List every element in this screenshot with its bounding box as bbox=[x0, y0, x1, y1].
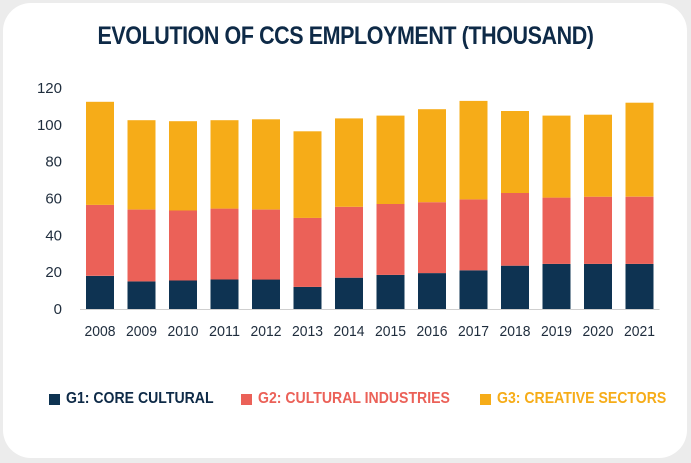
bar-2015-g2 bbox=[376, 204, 405, 275]
bar-2010-g2 bbox=[169, 210, 197, 281]
bar-2011-g1 bbox=[210, 279, 239, 309]
bar-2018-g2 bbox=[501, 193, 529, 266]
legend-label: G1: CORE CULTURAL bbox=[66, 390, 214, 407]
chart-title: EVOLUTION OF CCS EMPLOYMENT (THOUSAND) bbox=[97, 22, 594, 50]
legend-swatch bbox=[241, 393, 252, 405]
bar-2011-g3 bbox=[210, 120, 239, 209]
bar-2017-g2 bbox=[459, 199, 488, 271]
bar-2019-g3 bbox=[542, 115, 571, 198]
bar-2013-g1 bbox=[293, 286, 322, 309]
x-tick-label: 2020 bbox=[583, 323, 614, 340]
legend-item-g3: G3: CREATIVE SECTORS bbox=[480, 390, 689, 408]
bar-2020-g1 bbox=[584, 263, 612, 309]
legend-item-g1: G1: CORE CULTURAL bbox=[49, 390, 234, 408]
x-tick-label: 2009 bbox=[126, 323, 157, 340]
bar-2009-g3 bbox=[127, 120, 156, 210]
bar-2019-g1 bbox=[542, 263, 571, 309]
y-tick-label: 60 bbox=[45, 191, 62, 208]
legend-item-g2: G2: CULTURAL INDUSTRIES bbox=[241, 390, 476, 408]
y-tick-label: 20 bbox=[45, 264, 62, 281]
bar-2009-g2 bbox=[127, 209, 156, 282]
bar-2014-g2 bbox=[335, 206, 363, 278]
bar-2008-g1 bbox=[86, 275, 114, 309]
bars-group bbox=[86, 100, 654, 309]
bar-2014-g3 bbox=[335, 118, 363, 207]
bar-2010-g1 bbox=[169, 280, 197, 309]
bar-2018-g1 bbox=[501, 265, 529, 309]
x-tick-label: 2017 bbox=[458, 323, 489, 340]
bar-2013-g2 bbox=[293, 217, 322, 287]
bar-2021-g2 bbox=[625, 196, 654, 264]
bar-2017-g3 bbox=[459, 100, 488, 200]
x-tick-label: 2016 bbox=[417, 323, 448, 340]
legend-swatch bbox=[480, 393, 491, 405]
bar-2016-g3 bbox=[418, 109, 446, 203]
bar-2020-g3 bbox=[584, 114, 612, 197]
x-tick-label: 2013 bbox=[292, 323, 323, 340]
legend: G1: CORE CULTURAL G2: CULTURAL INDUSTRIES… bbox=[0, 390, 691, 414]
bar-2014-g1 bbox=[335, 277, 363, 309]
legend-label: G3: CREATIVE SECTORS bbox=[497, 390, 667, 407]
bar-2011-g2 bbox=[210, 208, 239, 280]
bar-2013-g3 bbox=[293, 131, 322, 218]
y-tick-label: 40 bbox=[45, 227, 62, 244]
bar-2012-g2 bbox=[252, 209, 280, 280]
bar-2019-g2 bbox=[542, 197, 571, 264]
x-tick-label: 2011 bbox=[209, 323, 240, 340]
bar-2015-g3 bbox=[376, 115, 405, 204]
x-axis-ticks: 2008 2009 2010 2011 2012 2013 2014 2015 2016 2017… bbox=[85, 323, 656, 340]
bar-2008-g3 bbox=[86, 101, 114, 205]
bar-2017-g1 bbox=[459, 270, 488, 309]
legend-swatch bbox=[49, 393, 60, 405]
x-tick-label: 2014 bbox=[334, 323, 365, 340]
bar-2016-g1 bbox=[418, 273, 446, 309]
legend-label: G2: CULTURAL INDUSTRIES bbox=[258, 390, 450, 407]
bar-2009-g1 bbox=[127, 281, 156, 309]
y-axis-ticks: 0 20 40 60 80 100 120 bbox=[37, 80, 62, 318]
x-tick-label: 2012 bbox=[251, 323, 282, 340]
bar-2012-g3 bbox=[252, 119, 280, 210]
y-tick-label: 100 bbox=[37, 117, 62, 134]
bar-2021-g1 bbox=[625, 263, 654, 309]
x-tick-label: 2015 bbox=[375, 323, 406, 340]
y-tick-label: 80 bbox=[45, 154, 62, 171]
bar-2018-g3 bbox=[501, 111, 529, 193]
bar-2016-g2 bbox=[418, 202, 446, 274]
bar-2021-g3 bbox=[625, 102, 654, 197]
bar-2015-g1 bbox=[376, 274, 405, 309]
y-tick-label: 0 bbox=[54, 301, 62, 318]
bar-2008-g2 bbox=[86, 204, 114, 276]
bar-2020-g2 bbox=[584, 196, 612, 264]
x-tick-label: 2021 bbox=[624, 323, 655, 340]
bar-2012-g1 bbox=[252, 279, 280, 309]
y-tick-label: 120 bbox=[37, 80, 62, 97]
x-tick-label: 2019 bbox=[541, 323, 572, 340]
x-tick-label: 2010 bbox=[168, 323, 199, 340]
x-tick-label: 2008 bbox=[85, 323, 116, 340]
x-tick-label: 2018 bbox=[500, 323, 531, 340]
bar-2010-g3 bbox=[169, 121, 197, 211]
